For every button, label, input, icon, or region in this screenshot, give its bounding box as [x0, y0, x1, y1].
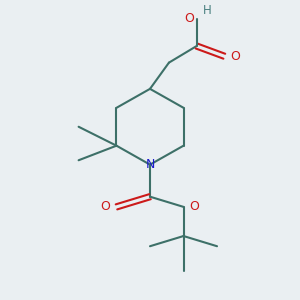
Text: H: H: [202, 4, 211, 17]
Text: O: O: [100, 200, 110, 213]
Text: O: O: [184, 12, 194, 26]
Text: O: O: [190, 200, 200, 213]
Text: O: O: [230, 50, 240, 63]
Text: N: N: [145, 158, 155, 171]
